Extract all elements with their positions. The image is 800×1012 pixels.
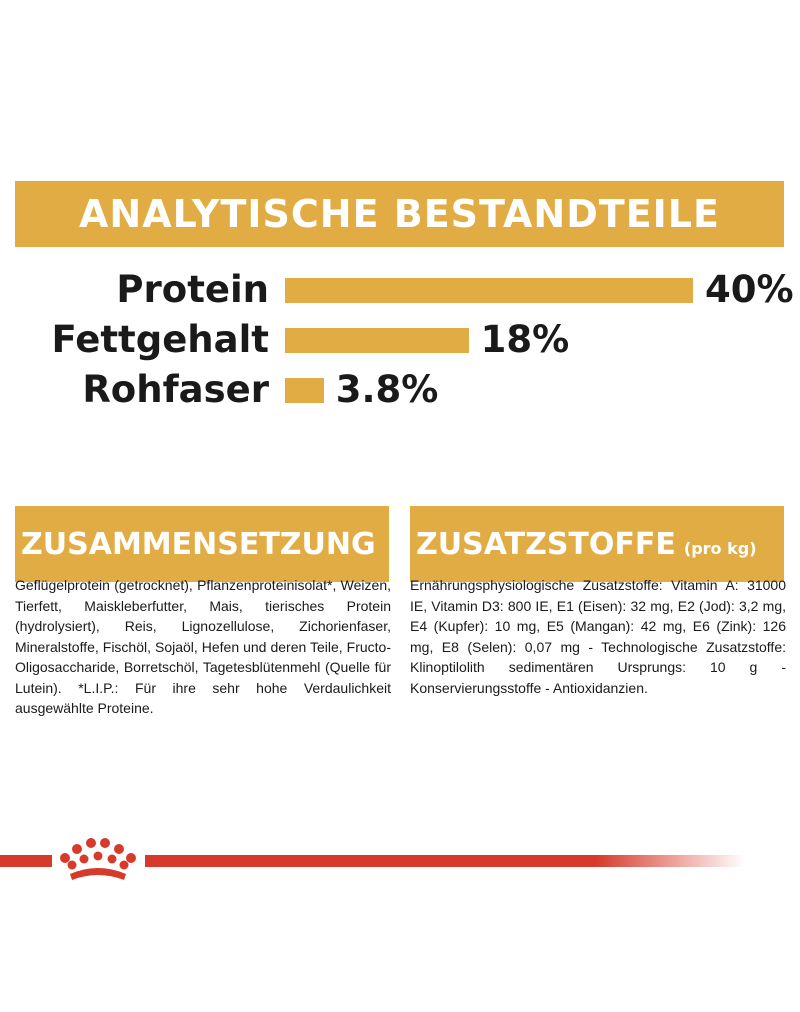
nutrient-row-fat: Fettgehalt 18% — [0, 312, 800, 368]
composition-text: Geflügelprotein (getrocknet), Pflanzenpr… — [15, 577, 391, 716]
royal-canin-crown-icon — [60, 838, 136, 880]
analytical-constituents-banner: ANALYTISCHE BESTANDTEILE — [15, 181, 784, 247]
nutrient-label: Protein — [116, 268, 269, 311]
nutrient-bar — [285, 328, 469, 353]
nutrient-label: Fettgehalt — [51, 318, 269, 361]
composition-header: ZUSAMMENSETZUNG — [15, 506, 389, 582]
additives-header: ZUSATZSTOFFE (pro kg) — [410, 506, 784, 582]
nutrient-row-fiber: Rohfaser 3.8% — [0, 362, 800, 418]
nutrient-bar — [285, 278, 693, 303]
nutrient-bar — [285, 378, 324, 403]
additives-subtitle: (pro kg) — [683, 538, 757, 558]
nutrient-bars: Protein 40% Fettgehalt 18% Rohfaser 3.8% — [0, 262, 800, 422]
banner-title: ANALYTISCHE BESTANDTEILE — [79, 192, 720, 236]
composition-title: ZUSAMMENSETZUNG — [21, 526, 376, 562]
additives-text: Ernährungsphysiologische Zusatzstoffe: V… — [410, 577, 786, 696]
nutrient-value: 18% — [480, 318, 570, 361]
nutrient-row-protein: Protein 40% — [0, 262, 800, 318]
nutrient-value: 3.8% — [335, 368, 439, 411]
nutrient-value: 40% — [705, 268, 794, 311]
additives-title: ZUSATZSTOFFE — [416, 526, 676, 562]
brand-line-left — [0, 855, 52, 867]
brand-line-right — [145, 855, 745, 867]
nutrient-label: Rohfaser — [82, 368, 269, 411]
